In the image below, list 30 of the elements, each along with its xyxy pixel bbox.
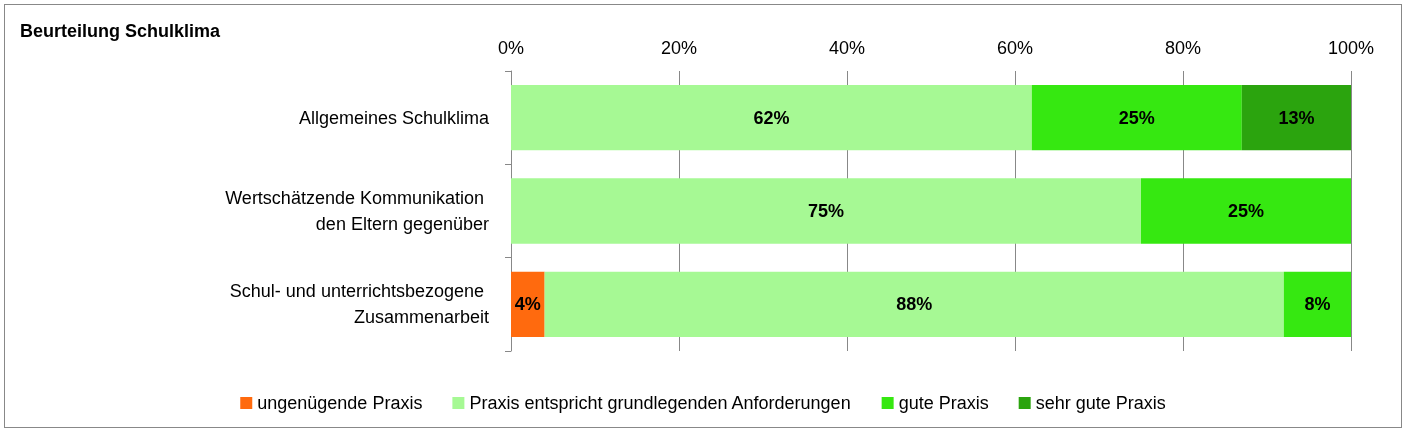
- x-tick-label: 0%: [497, 38, 525, 58]
- y-tick-label: Schul- und unterrichtsbezogene Zusammenarbeit: [229, 281, 489, 328]
- bar: [1141, 178, 1351, 244]
- data-label: 25%: [1118, 107, 1155, 128]
- legend-label: ungenügende Praxis: [257, 393, 423, 413]
- legend-label: gute Praxis: [898, 393, 989, 413]
- bar: [511, 178, 1141, 244]
- data-label: 8%: [1304, 294, 1331, 315]
- legend-label: Praxis entspricht grundlegenden Anforderungen: [469, 393, 851, 413]
- data-label: 88%: [896, 294, 933, 315]
- y-tick-label: Allgemeines Schulklima: [298, 107, 490, 128]
- x-tick-label: 100%: [1327, 38, 1375, 58]
- bar: [511, 85, 1032, 151]
- bar: [1241, 85, 1351, 151]
- x-tick-label: 60%: [996, 38, 1034, 58]
- legend-label: sehr gute Praxis: [1035, 393, 1166, 413]
- x-tick-label: 40%: [828, 38, 866, 58]
- bar: [1283, 271, 1351, 337]
- bar: [1031, 85, 1242, 151]
- x-tick-label: 80%: [1164, 38, 1202, 58]
- data-label: 4%: [514, 294, 541, 315]
- y-tick-label: Wertschätzende Kommunikation den Eltern gegenüber: [225, 188, 489, 234]
- data-label: 75%: [807, 201, 845, 221]
- text: Beurteilung Schulklima: [20, 21, 222, 41]
- x-tick-label: 20%: [660, 38, 698, 58]
- data-label: 25%: [1227, 201, 1265, 221]
- bar: [511, 271, 545, 337]
- data-label: 62%: [753, 107, 790, 128]
- bar: [544, 271, 1284, 337]
- data-label: 13%: [1278, 107, 1315, 128]
